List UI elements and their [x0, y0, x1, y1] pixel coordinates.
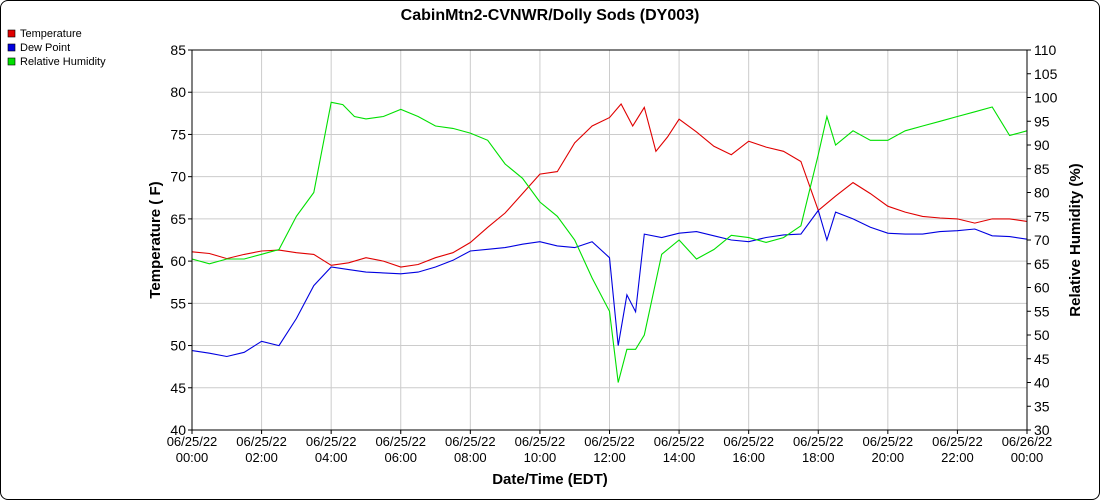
y-left-axis-title: Temperature ( F) [147, 181, 164, 298]
x-tick-time: 10:00 [524, 450, 557, 465]
y-right-tick-label: 45 [1034, 351, 1050, 367]
y-right-tick-label: 105 [1034, 66, 1058, 82]
y-right-axis-title: Relative Humidity (%) [1067, 163, 1084, 316]
y-right-tick-label: 30 [1034, 422, 1050, 438]
x-tick-date: 06/25/22 [515, 434, 566, 449]
y-left-tick-label: 50 [170, 338, 186, 354]
y-right-tick-label: 40 [1034, 375, 1050, 391]
x-tick-time: 06:00 [384, 450, 417, 465]
series-layer [191, 101, 1028, 383]
x-tick-date: 06/25/22 [723, 434, 774, 449]
legend-label-temperature: Temperature [20, 28, 82, 40]
x-tick-date: 06/25/22 [793, 434, 844, 449]
y-right-tick-label: 95 [1034, 113, 1050, 129]
relative-humidity-line [191, 101, 1028, 383]
x-tick-date: 06/26/22 [1002, 434, 1053, 449]
x-tick-time: 16:00 [732, 450, 765, 465]
x-tick-time: 12:00 [593, 450, 626, 465]
x-tick-date: 06/25/22 [236, 434, 287, 449]
y-right-tick-label: 35 [1034, 398, 1050, 414]
chart-title: CabinMtn2-CVNWR/Dolly Sods (DY003) [401, 7, 700, 24]
x-tick-date: 06/25/22 [445, 434, 496, 449]
y-right-tick-label: 65 [1034, 256, 1050, 272]
y-left-tick-label: 40 [170, 422, 186, 438]
y-left-tick-label: 70 [170, 169, 186, 185]
x-tick-date: 06/25/22 [932, 434, 983, 449]
x-tick-time: 02:00 [245, 450, 278, 465]
temperature-line [191, 103, 1028, 268]
y-left-tick-label: 60 [170, 253, 186, 269]
y-left-tick-label: 45 [170, 380, 186, 396]
legend: Temperature Dew Point Relative Humidity [7, 28, 106, 68]
legend-label-dew-point: Dew Point [20, 42, 70, 54]
x-ticks: 06/25/2200:0006/25/2202:0006/25/2204:000… [167, 430, 1053, 465]
legend-swatch-relative-humidity [7, 57, 16, 66]
y-right-tick-label: 70 [1034, 232, 1050, 248]
y-right-tick-label: 90 [1034, 137, 1050, 153]
legend-swatch-temperature [7, 29, 16, 38]
y-right-tick-label: 75 [1034, 208, 1050, 224]
y-right-ticks: 30 35 40 45 50 55 60 65 70 75 80 85 90 95 100 105 110 [1027, 42, 1058, 438]
y-right-tick-label: 80 [1034, 185, 1050, 201]
y-right-tick-label: 60 [1034, 280, 1050, 296]
y-right-tick-label: 55 [1034, 303, 1050, 319]
y-right-tick-label: 85 [1034, 161, 1050, 177]
y-right-tick-label: 100 [1034, 90, 1058, 106]
dew-point-line [191, 209, 1028, 358]
y-left-tick-label: 80 [170, 84, 186, 100]
legend-swatch-dew-point [7, 43, 16, 52]
legend-label-relative-humidity: Relative Humidity [20, 56, 106, 68]
y-left-tick-label: 55 [170, 295, 186, 311]
y-right-tick-label: 110 [1034, 42, 1057, 58]
x-axis-title: Date/Time (EDT) [492, 471, 608, 488]
x-tick-time: 18:00 [802, 450, 835, 465]
x-tick-time: 08:00 [454, 450, 487, 465]
x-tick-time: 04:00 [315, 450, 348, 465]
y-left-tick-label: 65 [170, 211, 186, 227]
x-tick-date: 06/25/22 [584, 434, 635, 449]
y-right-tick-label: 50 [1034, 327, 1050, 343]
x-tick-time: 22:00 [941, 450, 974, 465]
x-tick-time: 20:00 [872, 450, 905, 465]
y-left-tick-label: 75 [170, 126, 186, 142]
x-tick-time: 00:00 [1011, 450, 1044, 465]
x-tick-date: 06/25/22 [863, 434, 914, 449]
x-tick-date: 06/25/22 [654, 434, 705, 449]
x-tick-date: 06/25/22 [306, 434, 357, 449]
x-tick-time: 14:00 [663, 450, 696, 465]
y-left-tick-label: 85 [170, 42, 186, 58]
x-tick-date: 06/25/22 [375, 434, 426, 449]
y-left-ticks: 40 45 50 55 60 65 70 75 80 85 [170, 42, 192, 438]
x-tick-date: 06/25/22 [167, 434, 218, 449]
x-tick-time: 00:00 [176, 450, 209, 465]
